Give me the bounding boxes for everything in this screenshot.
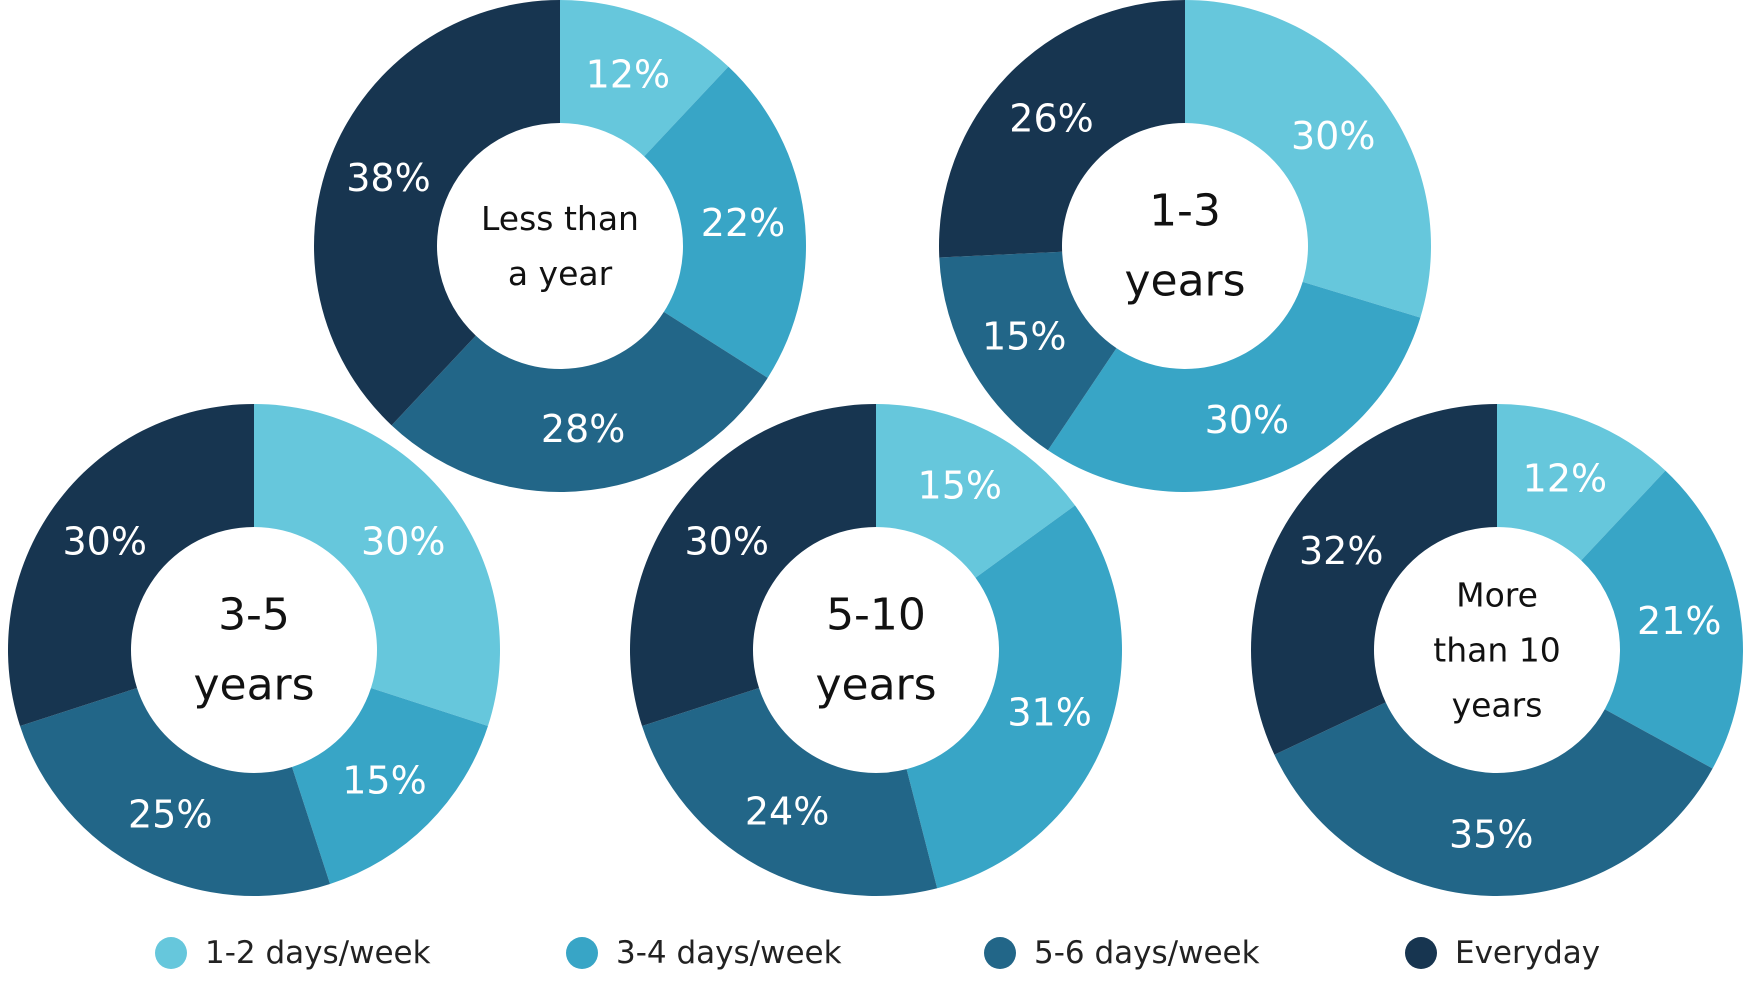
donut-3-slice-label-2: 15% [342, 758, 426, 802]
legend: 1-2 days/week 3-4 days/week 5-6 days/week E… [155, 935, 1600, 971]
donut-3-center-label-line-1: 3-5 [218, 590, 290, 641]
donut-3-slice-label-1: 30% [361, 520, 445, 564]
donut-5-slice-3 [1274, 702, 1713, 896]
donut-1-slice-label-1: 12% [586, 52, 670, 96]
donut-5-center-label-line-2: than 10 [1433, 631, 1560, 670]
donut-5-slice-label-2: 21% [1637, 599, 1721, 643]
donut-4-slice-3 [642, 688, 938, 897]
donut-2-slice-label-2: 30% [1205, 398, 1289, 442]
donut-2-center-label-line-2: years [1124, 256, 1245, 307]
donut-1-slice-1 [560, 0, 729, 157]
donut-1-slice-label-3: 28% [541, 407, 625, 451]
donut-2-slice-4 [939, 0, 1185, 258]
donut-4-slice-label-2: 31% [1007, 690, 1091, 734]
donut-5-slice-label-4: 32% [1299, 529, 1383, 573]
legend-label-1: 1-2 days/week [205, 935, 431, 971]
donut-5-slice-1 [1497, 404, 1666, 561]
donut-5-slice-2 [1581, 470, 1743, 769]
donut-2-slice-label-1: 30% [1291, 114, 1375, 158]
legend-swatch-1 [155, 937, 187, 969]
donut-2-slice-label-3: 15% [982, 315, 1066, 359]
donut-5-slice-label-1: 12% [1523, 456, 1607, 500]
donut-4-center-label-line-1: 5-10 [826, 590, 926, 641]
donut-3-slice-2 [292, 688, 488, 884]
donut-1-slice-2 [644, 66, 806, 378]
donut-3-slice-label-4: 30% [63, 520, 147, 564]
donut-1-slice-4 [314, 0, 560, 426]
donut-5-slice-label-3: 35% [1449, 812, 1533, 856]
donut-5-center-label-line-1: More [1456, 576, 1538, 615]
donut-1-slice-3 [391, 311, 768, 492]
donut-4-slice-label-3: 24% [745, 790, 829, 834]
donut-4-center-label-line-2: years [815, 660, 936, 711]
donut-chart-1: 12% 22% 28% 38% Less than a year [314, 0, 806, 492]
donut-chart-4: 15% 31% 24% 30% 5-10 years [630, 404, 1123, 897]
donut-1-center-label-line-2: a year [508, 254, 613, 293]
donut-2-slice-2 [1047, 281, 1421, 492]
donut-3-slice-3 [20, 688, 331, 896]
donut-3-slice-1 [254, 404, 500, 727]
donut-3-slice-4 [8, 404, 254, 727]
legend-swatch-2 [566, 937, 598, 969]
donut-1-slice-label-4: 38% [346, 156, 430, 200]
legend-swatch-4 [1405, 937, 1437, 969]
legend-label-4: Everyday [1455, 935, 1600, 971]
donut-3-center-label-line-2: years [193, 660, 314, 711]
donut-chart-3: 30% 15% 25% 30% 3-5 years [8, 404, 500, 896]
donut-4-slice-4 [630, 404, 876, 727]
donut-1-center-label-line-1: Less than [481, 199, 639, 238]
donut-5-slice-4 [1251, 404, 1497, 755]
donut-4-slice-1 [876, 404, 1076, 578]
donut-3-slice-label-3: 25% [128, 792, 212, 836]
donut-1-slice-label-2: 22% [701, 201, 785, 245]
donut-2-slice-3 [939, 251, 1117, 451]
donut-2-center-label-line-1: 1-3 [1149, 186, 1221, 237]
donut-chart-2: 30% 30% 15% 26% 1-3 years [939, 0, 1431, 492]
donut-2-slice-1 [1185, 0, 1431, 318]
legend-label-3: 5-6 days/week [1034, 935, 1260, 971]
donut-chart-5: 12% 21% 35% 32% More than 10 years [1251, 404, 1743, 896]
donut-5-center-label-line-3: years [1452, 686, 1543, 725]
donut-4-slice-label-1: 15% [918, 464, 1002, 508]
donut-4-slice-2 [906, 505, 1123, 889]
donut-4-slice-label-4: 30% [685, 520, 769, 564]
legend-label-2: 3-4 days/week [616, 935, 842, 971]
donut-2-slice-label-4: 26% [1009, 97, 1093, 141]
legend-swatch-3 [984, 937, 1016, 969]
